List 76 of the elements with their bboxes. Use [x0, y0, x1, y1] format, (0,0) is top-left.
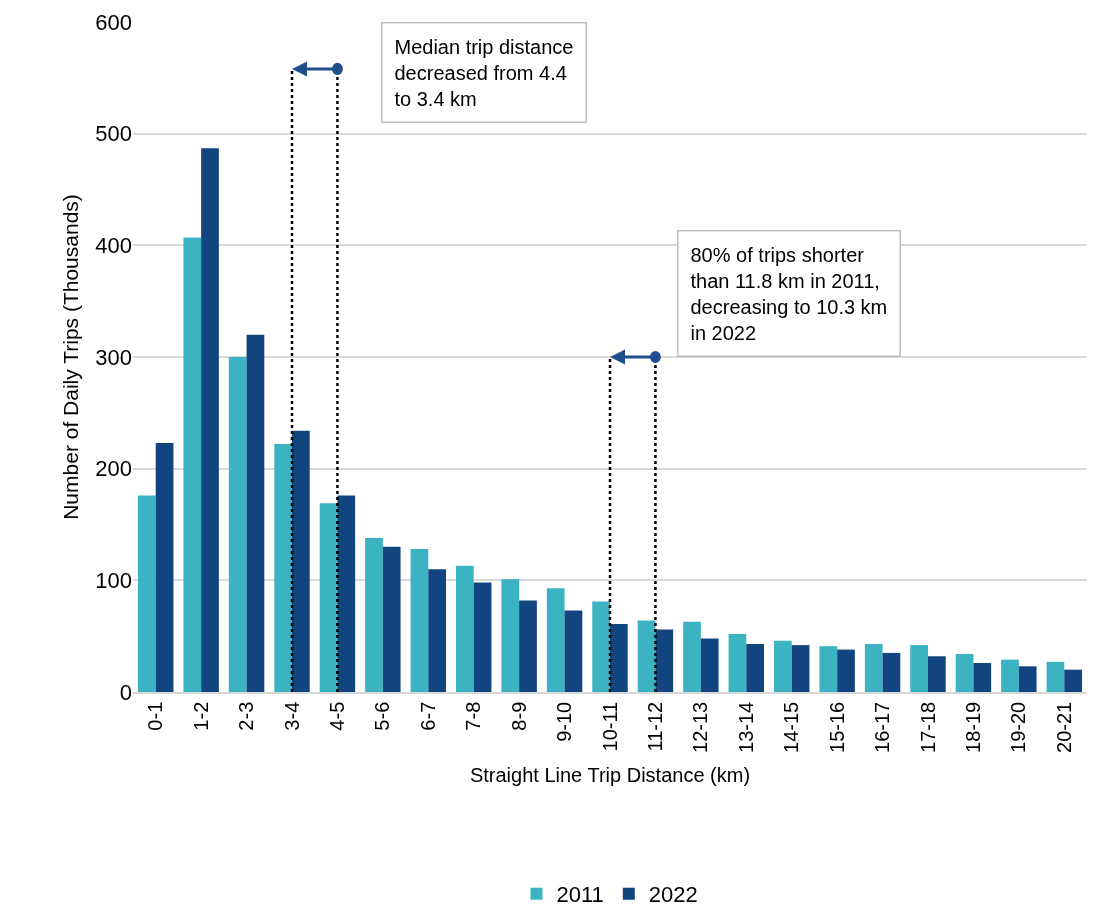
legend-label: 2022: [648, 882, 698, 908]
bar: [473, 582, 492, 692]
bar: [319, 503, 338, 692]
bar: [246, 334, 265, 692]
bar: [1064, 669, 1082, 692]
x-tick-label: 5-6: [371, 701, 394, 731]
x-tick-label: 14-15: [780, 701, 803, 753]
x-tick-label: 16-17: [871, 701, 894, 753]
bar: [746, 643, 764, 692]
bar: [819, 646, 838, 692]
x-tick-label: 8-9: [507, 701, 530, 731]
x-tick-label: 2-3: [235, 701, 258, 731]
bar: [864, 643, 883, 692]
bar: [155, 442, 174, 692]
bar: [728, 633, 747, 692]
y-tick-label: 0: [119, 679, 132, 705]
bar: [1046, 661, 1065, 692]
bar: [928, 656, 946, 692]
x-tick-label: 7-8: [462, 701, 485, 731]
bar: [637, 620, 656, 692]
bar: [274, 444, 292, 692]
bar: [1001, 659, 1019, 692]
bar: [955, 654, 974, 692]
y-axis-title: Number of Daily Trips (Thousands): [59, 194, 83, 520]
bar: [201, 148, 219, 692]
x-tick-label: 9-10: [553, 701, 576, 742]
x-axis-title: Straight Line Trip Distance (km): [469, 763, 751, 786]
x-tick-label: 10-11: [598, 701, 621, 752]
bar: [428, 569, 446, 692]
bar: [337, 495, 356, 692]
bar: [519, 600, 537, 692]
x-tick-label: 0-1: [144, 701, 167, 731]
annotation: Median trip distance decreased from 4.4 to 3.4 km: [394, 35, 574, 110]
bar: [292, 430, 310, 692]
bar: [774, 640, 792, 692]
bar: [700, 638, 719, 692]
bar: [382, 546, 401, 692]
x-tick-label: 6-7: [416, 701, 439, 731]
bar: [910, 645, 928, 692]
y-tick-label: 500: [95, 121, 132, 147]
bar: [882, 652, 901, 692]
x-tick-label: 11-12: [643, 701, 666, 752]
y-tick-label: 600: [95, 9, 132, 35]
bar: [228, 357, 247, 692]
x-tick-label: 15-16: [825, 701, 848, 753]
bar: [683, 621, 701, 692]
bar: [410, 549, 429, 692]
x-tick-label: 1-2: [189, 701, 212, 731]
bar: [546, 588, 565, 692]
bar: [1018, 666, 1037, 692]
bar: [138, 495, 156, 692]
y-tick-label: 200: [95, 456, 132, 482]
y-tick-label: 100: [95, 568, 132, 594]
x-tick-label: 12-13: [689, 701, 712, 753]
bar: [456, 565, 474, 692]
bar: [365, 537, 383, 692]
annotation: 80% of trips shorter than 11.8 km in 2011, decreasing to 10.3 km in 2022: [690, 243, 888, 344]
bar: [183, 237, 202, 692]
x-tick-label: 13-14: [734, 701, 757, 753]
x-tick-label: 3-4: [280, 701, 303, 731]
x-tick-label: 17-18: [916, 701, 939, 753]
legend-label: 2011: [556, 882, 604, 908]
bar: [655, 629, 674, 692]
bar: [837, 649, 855, 692]
bar: [564, 610, 583, 692]
bar: [791, 645, 810, 692]
y-tick-label: 400: [95, 233, 132, 259]
x-tick-label: 4-5: [325, 701, 348, 731]
x-tick-label: 19-20: [1007, 701, 1030, 753]
x-tick-label: 18-19: [961, 701, 984, 753]
x-tick-label: 20-21: [1052, 701, 1075, 753]
y-tick-label: 300: [95, 344, 132, 370]
bar: [592, 601, 610, 692]
bar: [973, 662, 992, 692]
bar: [501, 579, 520, 692]
bar: [610, 623, 628, 692]
